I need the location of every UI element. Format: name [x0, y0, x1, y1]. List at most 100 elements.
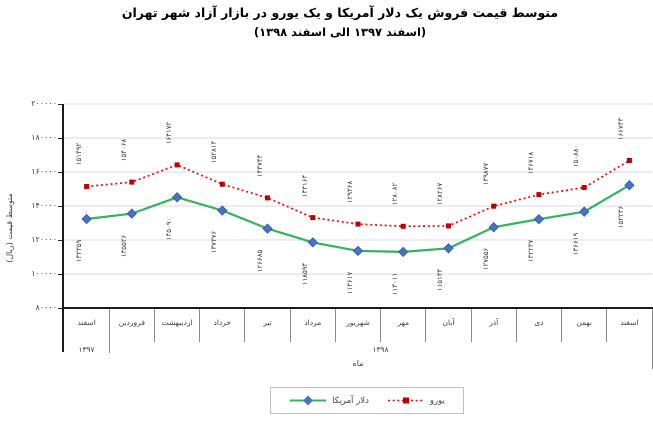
y-tick-mark — [58, 104, 63, 105]
data-label: ۱۲۸۰۸۲ — [391, 182, 400, 206]
data-point-marker — [624, 180, 635, 191]
data-label: ۱۳۲۳۵۹ — [74, 239, 83, 263]
y-tick-label: ۱۲۰۰۰۰ — [31, 235, 57, 244]
square-marker-icon — [402, 397, 409, 404]
year-label-1398: ۱۳۹۸ — [372, 345, 389, 354]
data-label: ۱۵۰۸۸۰ — [572, 144, 581, 167]
y-tick-label: ۲۰۰۰۰۰ — [31, 99, 57, 108]
y-tick-label: ۱۴۰۰۰۰ — [31, 201, 57, 210]
data-point-marker — [310, 215, 316, 221]
data-label: ۱۲۹۳۶۸ — [346, 180, 354, 204]
category-separator — [561, 309, 563, 342]
category-separator — [470, 309, 472, 342]
year-label-1397: ۱۳۹۷ — [78, 345, 95, 354]
data-label: ۱۳۷۳۷۶ — [210, 231, 219, 254]
data-point-marker — [581, 185, 587, 190]
x-tick-label: آبان — [442, 318, 455, 327]
y-tick-mark — [58, 172, 63, 173]
data-point-marker — [626, 158, 632, 163]
data-point-marker — [533, 214, 545, 225]
data-point-marker — [174, 162, 180, 168]
data-label: ۱۱۳۰۱۱ — [391, 272, 400, 296]
category-separator — [334, 309, 336, 342]
data-point-marker — [398, 246, 409, 258]
data-label: ۱۳۵۵۲۶ — [119, 234, 128, 257]
euro-line-swatch — [387, 397, 424, 404]
data-point-marker — [355, 221, 361, 227]
data-label: ۱۳۲۲۳۷ — [526, 239, 535, 263]
data-label: ۱۳۳۱۶۴ — [300, 174, 309, 197]
x-tick-label: مرداد — [304, 318, 322, 327]
data-point-marker — [217, 205, 228, 216]
y-tick-mark — [58, 308, 63, 309]
legend-label-dollar: دلار آمریکا — [332, 395, 369, 406]
data-label: ۱۵۲۲۳۶ — [617, 205, 626, 229]
category-separator — [380, 309, 382, 342]
category-separator — [108, 309, 110, 353]
data-label: ۱۴۵۰۹۰ — [165, 218, 174, 241]
data-label: ۱۳۹۸۷۷ — [481, 162, 490, 186]
y-tick-mark — [58, 240, 63, 241]
data-point-marker — [126, 208, 137, 219]
y-tick-label: ۸۰۰۰۰ — [35, 303, 57, 312]
x-axis-line — [62, 307, 653, 309]
y-axis-line — [62, 104, 64, 352]
legend-item-dollar: دلار آمریکا — [289, 395, 369, 406]
category-separator — [425, 309, 427, 342]
y-tick-mark — [58, 206, 63, 207]
data-label: ۱۵۲۸۱۴ — [210, 140, 219, 164]
x-tick-label: اردیبهشت — [161, 318, 193, 327]
x-tick-label: تیر — [263, 318, 272, 327]
category-separator — [651, 309, 653, 369]
data-label: ۱۱۸۵۹۴ — [300, 263, 309, 286]
data-label: ۱۴۴۷۴۳ — [255, 154, 264, 178]
category-separator — [199, 309, 201, 342]
data-point-marker — [579, 206, 590, 217]
data-point-marker — [262, 223, 273, 234]
category-separator — [244, 309, 246, 342]
x-axis-tick-labels: اسفند فروردین اردیبهشت خرداد تیر مرداد شهریور م… — [64, 311, 652, 343]
legend-item-euro: یورو — [387, 395, 445, 406]
data-point-marker — [219, 181, 225, 187]
data-point-marker — [491, 203, 497, 209]
plot-area: ۱۳۲۳۵۹ ۱۳۵۵۲۶ ۱۴۵۰۹۰ ۱۳۷۳۷۶ ۱۲۶۶۸۵ ۱۱۸۵۹۴ ۱۱۳۶… — [64, 103, 652, 308]
y-tick-mark — [58, 138, 63, 139]
data-label: ۱۲۶۶۸۵ — [255, 249, 264, 272]
data-label: ۱۲۷۵۵۶ — [481, 247, 490, 271]
data-label: ۱۴۶۷۱۸ — [526, 151, 535, 174]
data-point-marker — [84, 184, 90, 189]
category-separator — [515, 309, 517, 342]
x-tick-label: اسفند — [77, 318, 96, 327]
y-tick-label: ۱۰۰۰۰۰ — [31, 269, 57, 278]
data-label: ۱۵۱۴۹۲ — [74, 143, 83, 166]
data-label: ۱۵۴۰۶۸ — [119, 138, 128, 162]
x-tick-label: شهریور — [346, 318, 370, 327]
data-label: ۱۶۶۷۴۳ — [617, 117, 626, 140]
data-label: ۱۱۵۱۳۴ — [436, 268, 445, 292]
data-point-marker — [352, 245, 364, 257]
diamond-marker-icon — [303, 395, 314, 406]
y-axis-title: متوسط قیمت (ریال) — [5, 193, 14, 263]
data-point-marker — [488, 222, 499, 233]
category-separator — [153, 309, 155, 342]
x-tick-label: اسفند — [620, 318, 639, 327]
x-tick-label: مهر — [397, 318, 410, 327]
dollar-line-swatch — [290, 395, 327, 406]
data-point-marker — [446, 223, 451, 229]
data-label: ۱۱۳۶۱۷ — [346, 271, 354, 295]
x-tick-label: آذر — [489, 318, 499, 327]
x-tick-label: فروردین — [118, 318, 145, 327]
data-point-marker — [400, 223, 406, 229]
x-tick-label: بهمن — [576, 318, 592, 327]
data-point-marker — [171, 192, 183, 203]
category-separator — [606, 309, 608, 342]
x-tick-label: دی — [534, 318, 544, 327]
data-label: ۱۳۶۶۱۹ — [572, 232, 581, 256]
data-point-marker — [129, 179, 135, 185]
data-point-marker — [307, 237, 318, 248]
y-tick-mark — [58, 274, 63, 275]
data-label: ۱۲۸۲۶۷ — [436, 182, 445, 206]
legend: دلار آمریکا یورو — [270, 387, 464, 414]
data-point-marker — [265, 195, 270, 201]
